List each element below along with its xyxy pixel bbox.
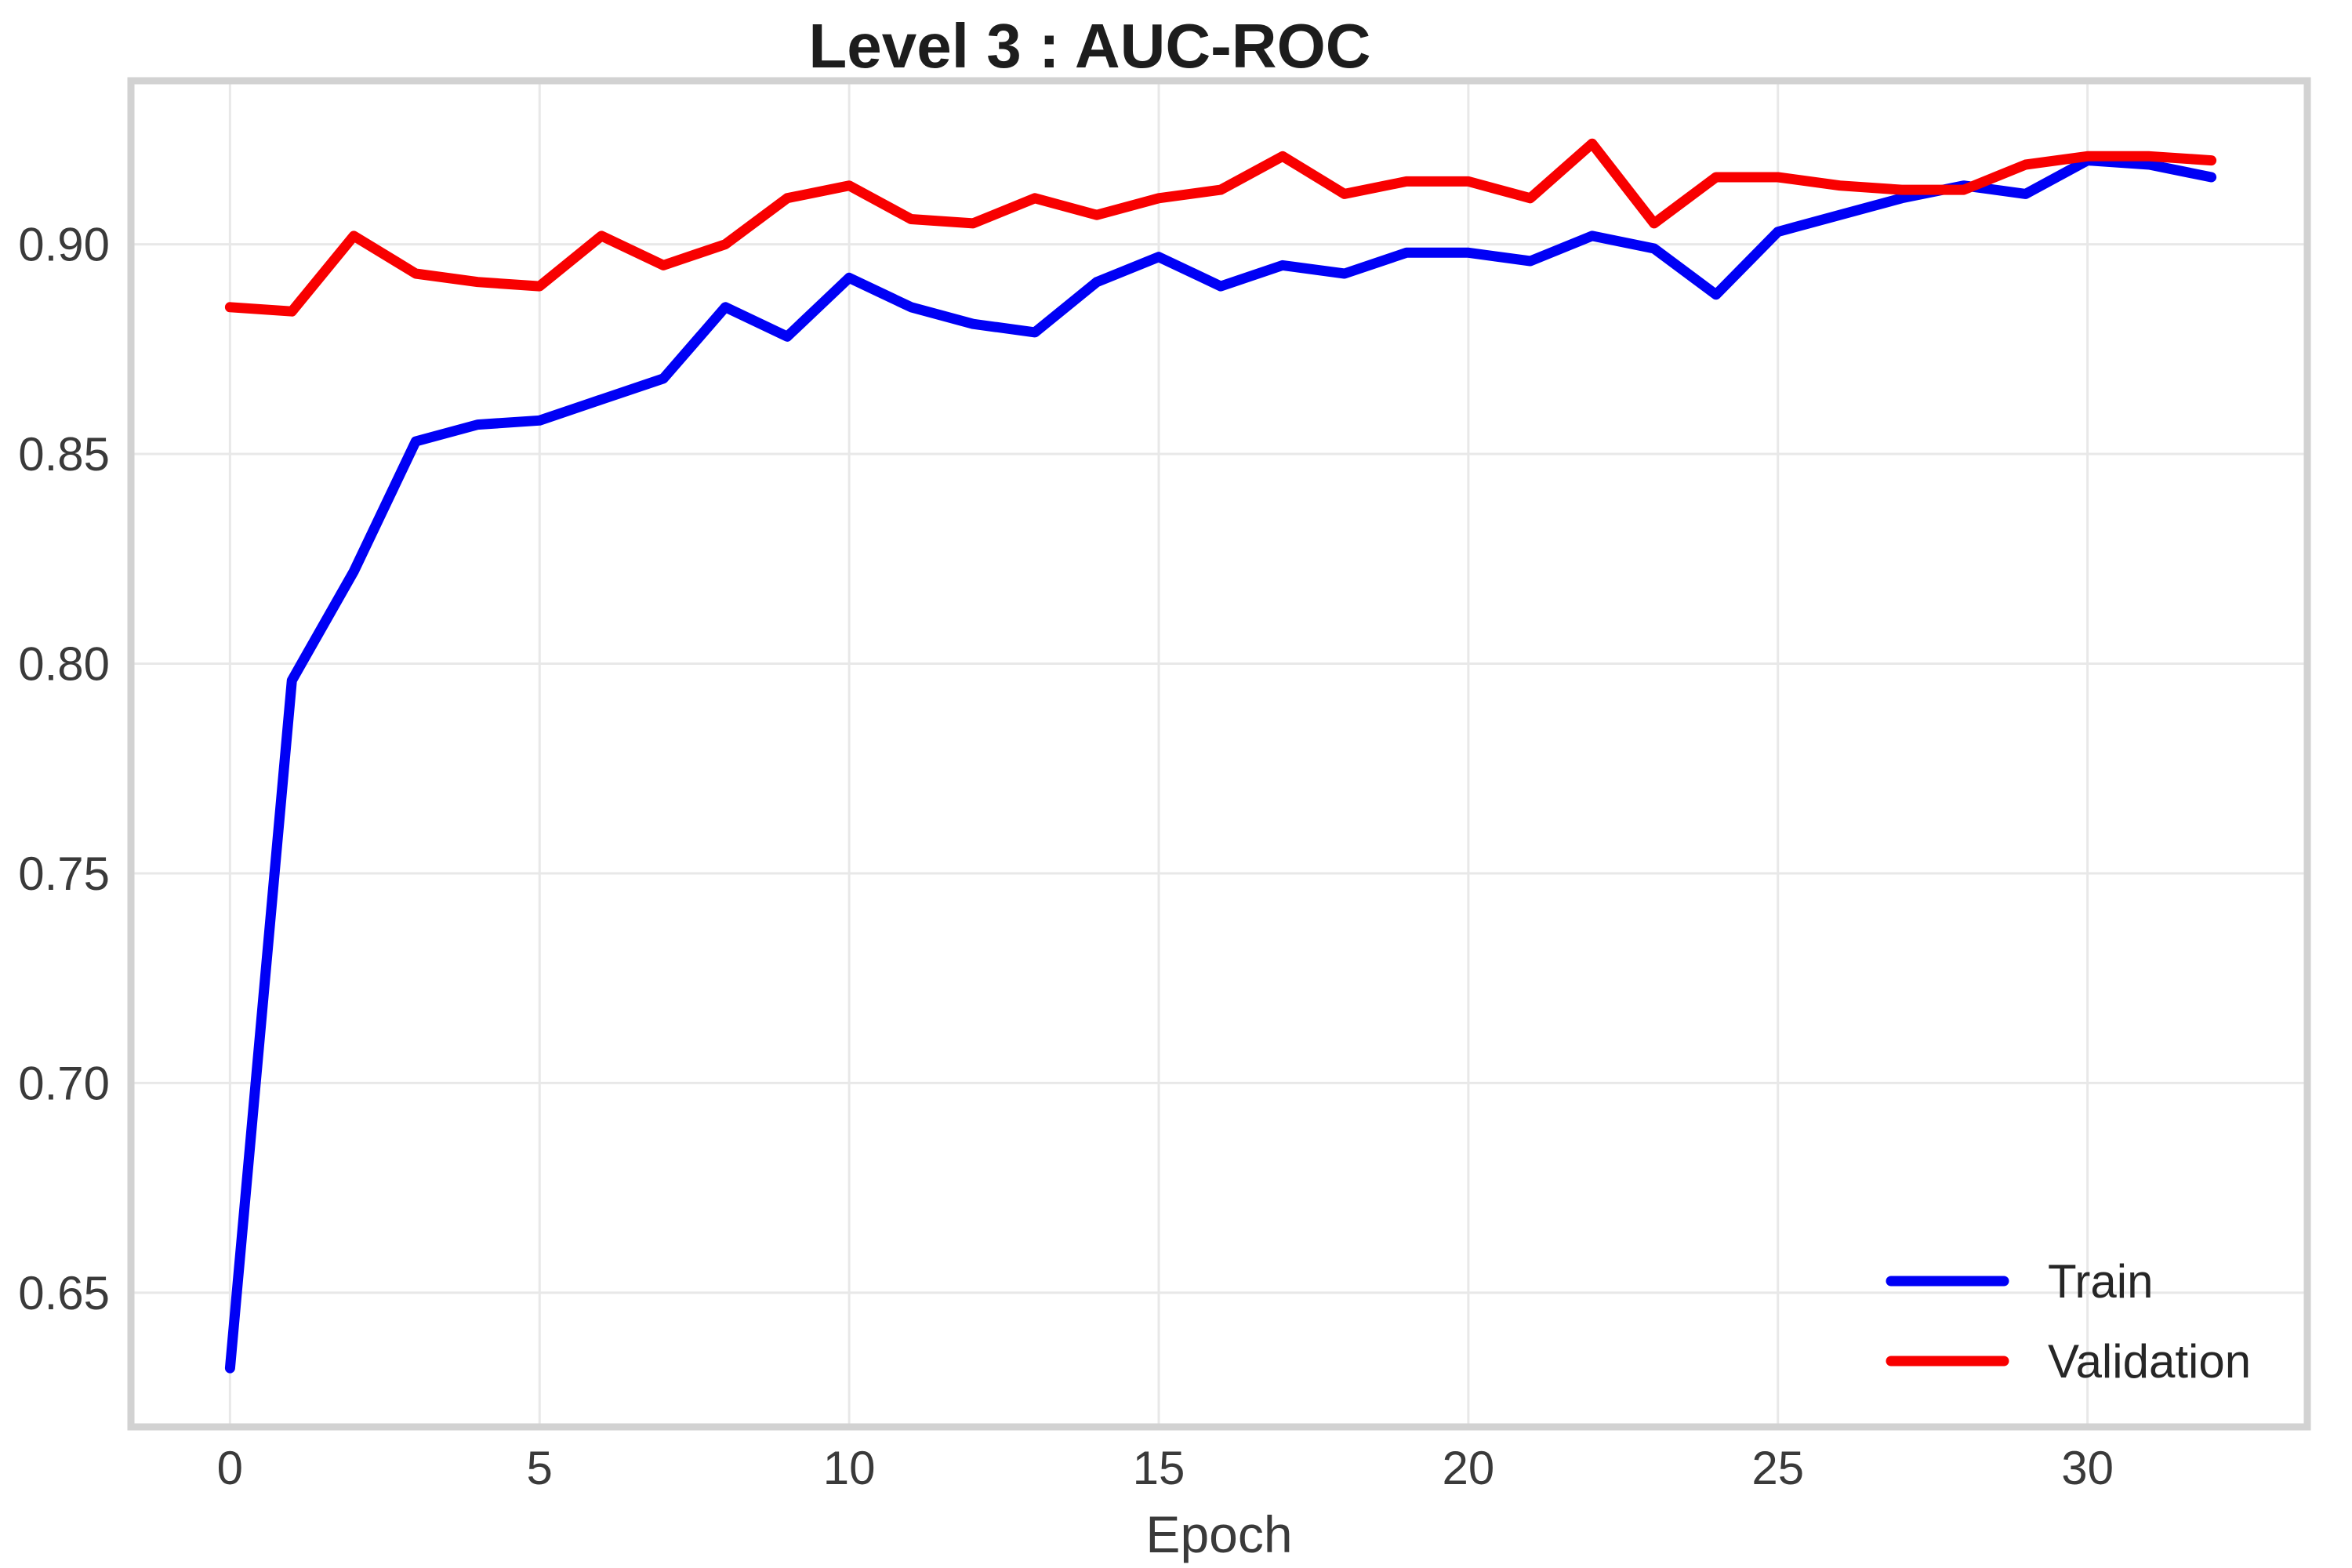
y-tick-label: 0.85 bbox=[18, 428, 110, 481]
legend-label-train: Train bbox=[2048, 1255, 2153, 1308]
series-line-validation bbox=[224, 138, 2217, 317]
x-tick-label: 5 bbox=[527, 1442, 553, 1494]
x-axis-label: Epoch bbox=[1145, 1505, 1292, 1563]
x-tick-label: 25 bbox=[1751, 1442, 1804, 1494]
y-tick-label: 0.75 bbox=[18, 848, 110, 900]
legend-label-validation: Validation bbox=[2048, 1335, 2251, 1388]
y-tick-label: 0.80 bbox=[18, 637, 110, 690]
x-tick-label: 20 bbox=[1443, 1442, 1495, 1494]
chart-title: Level 3 : AUC-ROC bbox=[808, 11, 1370, 81]
x-tick-label: 15 bbox=[1133, 1442, 1185, 1494]
y-tick-label: 0.90 bbox=[18, 219, 110, 271]
y-tick-label: 0.65 bbox=[18, 1267, 110, 1319]
x-tick-label: 10 bbox=[823, 1442, 876, 1494]
x-tick-label: 0 bbox=[217, 1442, 243, 1494]
y-tick-label: 0.70 bbox=[18, 1057, 110, 1109]
series-line-train bbox=[224, 155, 2217, 1374]
tick-layer: 0.65 0.70 0.75 0.80 0.85 0.90 0 5 10 15 20 25 30 bbox=[18, 219, 2114, 1494]
plot-border bbox=[127, 77, 2311, 1431]
grid-layer bbox=[131, 81, 2307, 1427]
legend: Train Validation bbox=[1886, 1255, 2251, 1388]
x-tick-label: 30 bbox=[2061, 1442, 2114, 1494]
series-layer bbox=[224, 138, 2217, 1374]
